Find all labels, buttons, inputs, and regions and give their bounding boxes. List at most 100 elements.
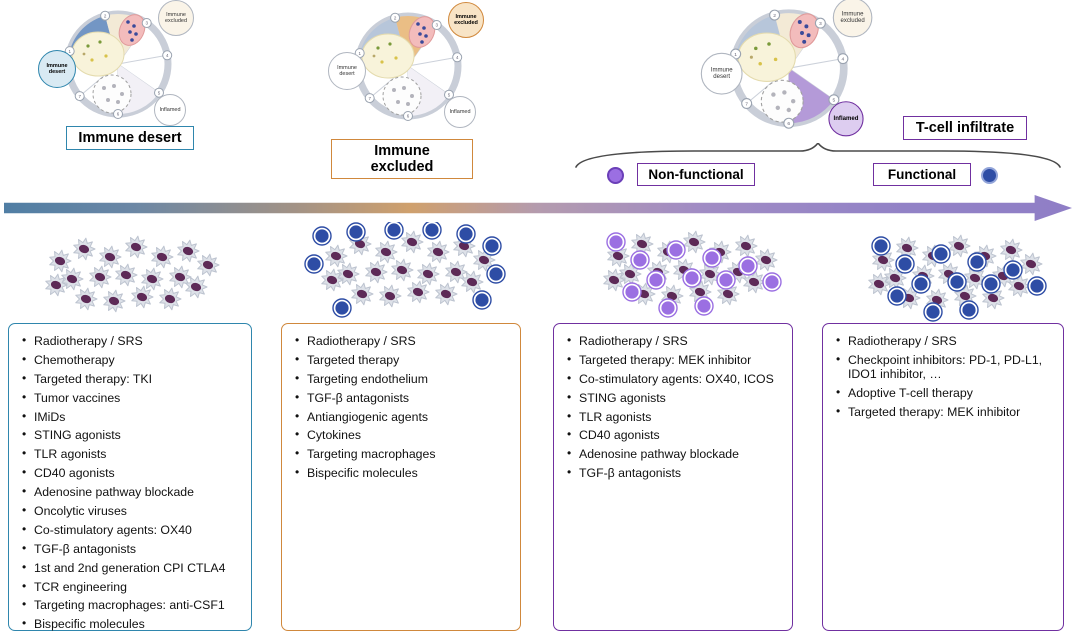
t-cell bbox=[646, 270, 666, 290]
therapy-item: Bispecific molecules bbox=[290, 465, 512, 481]
therapy-item: TGF-β antagonists bbox=[290, 390, 512, 406]
wheel-bubble-immune-excluded: Immune excluded bbox=[158, 0, 194, 36]
tumor-cell bbox=[125, 235, 148, 259]
tumor-cell bbox=[407, 280, 430, 304]
tumor-cell bbox=[131, 285, 154, 309]
wheel-bubble-label: Immune excluded bbox=[164, 11, 188, 24]
wheel-rim-nodes: 1 2 3 4 5 6 7 bbox=[354, 12, 463, 121]
therapy-item: Targeting macrophages: anti-CSF1 bbox=[17, 598, 243, 613]
therapy-list: Radiotherapy / SRS Targeted therapy: MEK … bbox=[562, 333, 784, 481]
therapy-item: Radiotherapy / SRS bbox=[831, 333, 1055, 349]
svg-text:7: 7 bbox=[745, 101, 748, 107]
tumor-cell bbox=[755, 248, 778, 272]
therapy-item: Radiotherapy / SRS bbox=[290, 333, 512, 349]
t-cell bbox=[384, 222, 404, 240]
t-cell bbox=[622, 282, 642, 302]
t-cell bbox=[332, 298, 352, 318]
therapy-item: TCR engineering bbox=[17, 579, 243, 595]
t-cell bbox=[871, 236, 891, 256]
tumor-cell bbox=[461, 270, 484, 294]
t-cell bbox=[895, 254, 915, 274]
phenotype-wheel-immune-excluded: 1 2 3 4 5 6 7 Immune desert Immune exclu… bbox=[328, 2, 484, 132]
therapy-item: Co-stimulatory agents: OX40 bbox=[17, 522, 243, 538]
svg-text:6: 6 bbox=[117, 112, 120, 117]
therapy-item: Adoptive T-cell therapy bbox=[831, 385, 1055, 401]
t-cell bbox=[1027, 276, 1047, 296]
phenotype-wheel-graphic: 1 2 3 4 5 6 7 bbox=[354, 12, 463, 121]
tumor-cell bbox=[151, 245, 174, 269]
therapy-list: Radiotherapy / SRS Chemotherapy Targeted t… bbox=[17, 333, 243, 632]
wheel-bubble-label: Immune desert bbox=[46, 62, 68, 75]
svg-text:2: 2 bbox=[104, 13, 107, 18]
therapy-item: Targeted therapy: MEK inhibitor bbox=[562, 352, 784, 368]
gray-dots bbox=[102, 84, 124, 104]
therapy-item: Radiotherapy / SRS bbox=[562, 333, 784, 349]
therapy-item: Adenosine pathway blockade bbox=[562, 446, 784, 462]
therapy-list: Radiotherapy / SRS Checkpoint inhibitors:… bbox=[831, 333, 1055, 420]
therapy-item: Tumor vaccines bbox=[17, 390, 243, 406]
therapy-item: Bispecific molecules bbox=[17, 616, 243, 632]
therapy-item: IMiDs bbox=[17, 409, 243, 425]
t-cell bbox=[666, 240, 686, 260]
wheel-bubble-inflamed: Inflamed bbox=[828, 101, 864, 137]
wheel-bubble-immune-excluded: Immune excluded bbox=[448, 2, 484, 38]
wheel-bubble-inflamed: Inflamed bbox=[154, 94, 186, 126]
tumor-cluster-nonfunctional bbox=[603, 230, 782, 318]
tumor-cluster-immune-desert bbox=[45, 235, 220, 313]
wheel-bubble-label: Inflamed bbox=[159, 106, 181, 113]
cream-dots bbox=[82, 40, 108, 62]
tumor-cell bbox=[75, 287, 98, 311]
therapy-item: TLR agonists bbox=[562, 409, 784, 425]
t-cell bbox=[630, 250, 650, 270]
tumor-cell bbox=[325, 244, 348, 268]
wheel-bubble-immune-excluded: Immune excluded bbox=[832, 0, 873, 38]
therapy-box-immune-excluded: Radiotherapy / SRS Targeted therapy Target… bbox=[281, 323, 521, 631]
t-cell bbox=[694, 296, 714, 316]
tumor-cell bbox=[141, 267, 164, 291]
tumor-cell bbox=[159, 287, 182, 311]
pink-dots bbox=[797, 20, 811, 44]
tumor-cell bbox=[735, 234, 758, 258]
therapy-item: STING agonists bbox=[562, 390, 784, 406]
t-cell bbox=[346, 222, 366, 242]
tumor-cell bbox=[401, 230, 424, 254]
t-cell bbox=[456, 224, 476, 244]
t-cell bbox=[606, 232, 626, 252]
t-cell bbox=[923, 302, 943, 322]
svg-text:2: 2 bbox=[773, 13, 776, 19]
tumor-cell bbox=[375, 240, 398, 264]
t-cell bbox=[312, 226, 332, 246]
svg-text:5: 5 bbox=[833, 98, 836, 104]
t-cell bbox=[911, 274, 931, 294]
tumor-cluster-functional bbox=[868, 234, 1047, 322]
cream-dots bbox=[372, 42, 398, 64]
wheel-bubble-label: Immune excluded bbox=[454, 13, 478, 26]
functional-tcell-dot-icon bbox=[981, 167, 998, 184]
tumor-cell bbox=[365, 260, 388, 284]
wheel-bubble-label: Immune excluded bbox=[840, 10, 865, 25]
t-cell bbox=[1003, 260, 1023, 280]
svg-text:3: 3 bbox=[435, 23, 438, 28]
svg-text:1: 1 bbox=[734, 52, 737, 58]
therapy-box-functional: Radiotherapy / SRS Checkpoint inhibitors:… bbox=[822, 323, 1064, 631]
therapy-box-nonfunctional: Radiotherapy / SRS Targeted therapy: MEK … bbox=[553, 323, 793, 631]
tumor-cell bbox=[948, 234, 971, 258]
t-cell bbox=[959, 300, 979, 320]
svg-text:6: 6 bbox=[407, 114, 410, 119]
therapy-item: Oncolytic viruses bbox=[17, 503, 243, 519]
t-cell bbox=[931, 244, 951, 264]
wheel-bubble-label: Inflamed bbox=[833, 115, 859, 122]
tumor-cell bbox=[427, 240, 450, 264]
wheel-bubble-label: Inflamed bbox=[449, 108, 471, 115]
therapy-item: Targeting endothelium bbox=[290, 371, 512, 387]
tumor-cell bbox=[61, 267, 84, 291]
nonfunctional-tcell-dot-icon bbox=[607, 167, 624, 184]
t-cell bbox=[947, 272, 967, 292]
wheel-bubble-inflamed: Inflamed bbox=[444, 96, 476, 128]
tumor-cell bbox=[391, 258, 414, 282]
t-cell bbox=[967, 252, 987, 272]
gray-dots bbox=[771, 90, 796, 113]
svg-text:4: 4 bbox=[842, 57, 845, 63]
cream-dots bbox=[749, 42, 778, 66]
